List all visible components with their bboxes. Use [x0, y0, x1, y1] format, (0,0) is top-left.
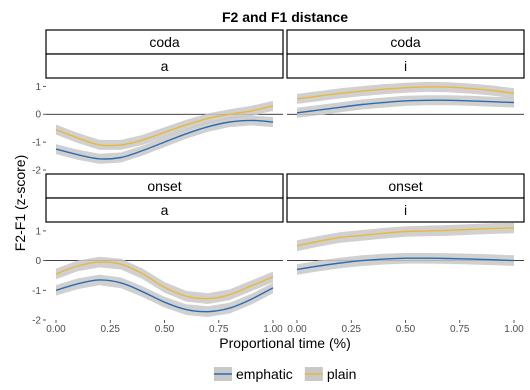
x-axis-title: Proportional time (%) — [219, 335, 351, 351]
confidence-ribbon-emphatic — [56, 274, 273, 317]
y-axis-title: F2-F1 (z-score) — [12, 155, 28, 251]
y-tick-label: -1 — [32, 138, 41, 149]
y-tick-label: 1 — [35, 226, 41, 237]
series-line-plain — [296, 227, 515, 247]
strip-bottom-box — [286, 197, 525, 223]
facet-panels: coda a -2 -1 0 1 coda i onset a -2 -1 0 1 0.00 0.25 0.50… — [32, 29, 525, 335]
y-tick-label: -2 — [32, 166, 41, 177]
strip-top-label: coda — [390, 34, 421, 50]
strip-bottom-label: a — [161, 202, 169, 218]
strip-top-label: onset — [147, 178, 181, 194]
x-tick-label: 1.00 — [263, 324, 283, 335]
facet-panel: onset a -2 -1 0 1 0.00 0.25 0.50 0.75 1.00 — [32, 173, 284, 335]
x-tick-label: 1.00 — [504, 324, 524, 335]
facet-panel: onset i 0.00 0.25 0.50 0.75 1.00 — [286, 173, 525, 335]
legend-label-emphatic: emphatic — [236, 366, 293, 382]
y-tick-label: 1 — [35, 82, 41, 93]
x-tick-label: 0.00 — [46, 324, 66, 335]
strip-bottom-box — [286, 53, 525, 79]
confidence-ribbon-plain — [56, 100, 273, 150]
strip-top-label: onset — [388, 178, 422, 194]
strip-bottom-box — [45, 53, 284, 79]
y-tick-label: -1 — [32, 286, 41, 297]
x-tick-label: 0.75 — [450, 324, 470, 335]
strip-bottom-label: i — [404, 202, 407, 218]
series-line-plain — [55, 105, 274, 147]
strip-top-box — [286, 173, 525, 199]
x-tick-label: 0.50 — [155, 324, 175, 335]
x-tick-label: 0.25 — [101, 324, 121, 335]
strip-top-box — [45, 173, 284, 199]
x-tick-label: 0.50 — [396, 324, 416, 335]
x-tick-label: 0.25 — [342, 324, 362, 335]
y-tick-label: 0 — [35, 110, 41, 121]
series-line-emphatic — [296, 257, 515, 271]
strip-bottom-label: i — [404, 58, 407, 74]
chart-title: F2 and F1 distance — [222, 9, 348, 25]
facet-panel: coda a -2 -1 0 1 — [32, 29, 284, 177]
series-line-plain — [296, 86, 515, 100]
confidence-ribbon-plain — [56, 256, 273, 304]
x-tick-label: 0.00 — [287, 324, 307, 335]
confidence-ribbon-plain — [297, 222, 514, 252]
series-line-emphatic — [296, 99, 515, 114]
y-tick-label: -2 — [32, 316, 41, 327]
legend: emphatic plain — [214, 366, 356, 382]
strip-top-box — [45, 29, 284, 55]
legend-label-plain: plain — [327, 366, 357, 382]
series-line-plain — [55, 261, 274, 300]
strip-bottom-box — [45, 197, 284, 223]
strip-bottom-label: a — [161, 58, 169, 74]
x-tick-label: 0.75 — [209, 324, 229, 335]
series-line-emphatic — [55, 279, 274, 313]
facet-panel: coda i — [286, 29, 525, 118]
confidence-ribbon-emphatic — [56, 115, 273, 164]
strip-top-box — [286, 29, 525, 55]
y-tick-label: 0 — [35, 256, 41, 267]
series-line-emphatic — [55, 119, 274, 160]
strip-top-label: coda — [149, 34, 180, 50]
